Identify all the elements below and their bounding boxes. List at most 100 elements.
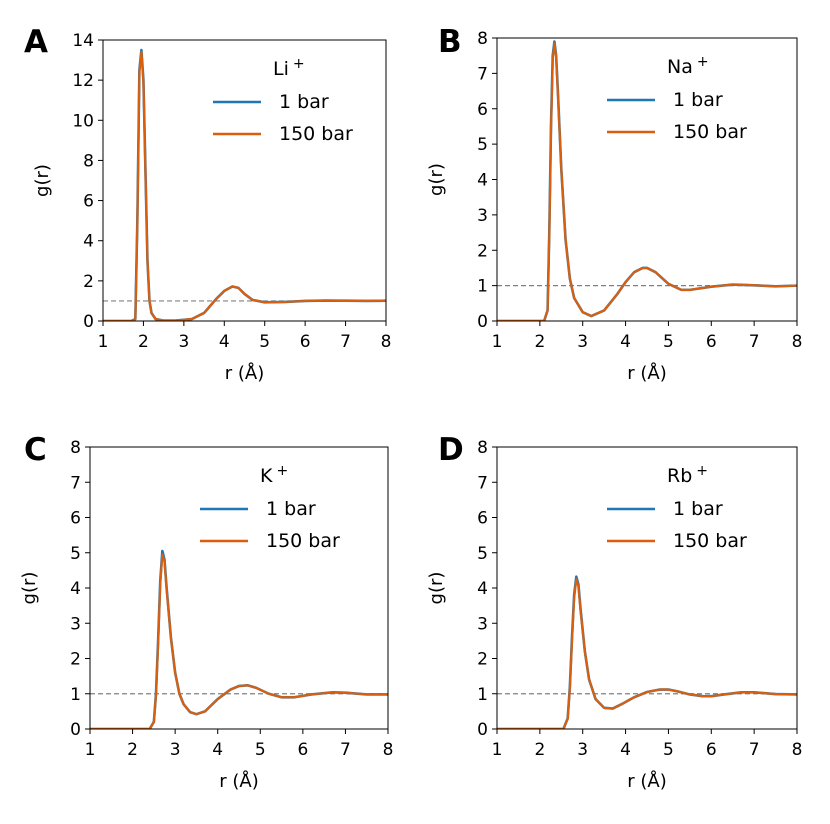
x-tick-label: 8 [792,332,803,352]
y-tick-label: 3 [477,206,488,226]
legend-label: 150 bar [266,530,340,552]
x-tick-label: 7 [749,740,760,760]
y-tick-label: 14 [72,31,94,51]
x-tick-label: 1 [85,740,96,760]
axes-frame [102,39,387,322]
y-axis-title: g(r) [32,164,53,197]
x-tick-label: 1 [492,332,503,352]
x-tick-label: 1 [492,740,503,760]
y-axis-title: g(r) [19,572,40,605]
axes-frame [496,37,798,322]
x-tick-label: 7 [749,332,760,352]
axes-frame [496,446,798,730]
x-tick-label: 3 [170,740,181,760]
y-tick-label: 2 [477,241,488,261]
legend-title: K + [260,463,288,487]
x-tick-label: 2 [534,332,545,352]
y-tick-label: 4 [83,232,94,252]
y-tick-label: 1 [477,277,488,297]
y-tick-label: 4 [70,579,81,599]
x-tick-label: 5 [663,740,674,760]
y-axis-title: g(r) [426,572,447,605]
y-tick-label: 7 [477,64,488,84]
x-tick-label: 3 [178,332,189,352]
y-tick-label: 8 [477,29,488,49]
y-tick-label: 1 [477,685,488,705]
series-line-1bar [90,549,388,729]
x-tick-label: 4 [212,740,223,760]
legend-title: Rb + [667,463,708,487]
x-tick-label: 5 [259,332,270,352]
x-axis-title: r (Å) [627,770,666,792]
ion-charge: + [697,54,709,70]
legend-label: 1 bar [673,89,723,111]
legend-label: 150 bar [673,121,747,143]
y-tick-label: 6 [477,509,488,529]
y-tick-label: 12 [72,71,94,91]
y-tick-label: 0 [83,312,94,332]
series-line-1bar [497,40,797,321]
ion-charge: + [276,463,288,479]
x-tick-label: 1 [98,332,109,352]
y-tick-label: 5 [477,135,488,155]
x-axis-title: r (Å) [219,770,258,792]
x-tick-label: 7 [340,332,351,352]
y-tick-label: 1 [70,685,81,705]
panel-letter: B [438,24,462,60]
series-line-150bar [497,578,797,729]
y-tick-label: 2 [83,272,94,292]
y-tick-label: 8 [477,438,488,458]
x-tick-label: 8 [792,740,803,760]
x-tick-label: 8 [383,740,394,760]
series-line-150bar [90,553,388,729]
y-tick-label: 6 [70,509,81,529]
series-line-150bar [497,42,797,321]
panel-letter: D [438,432,464,468]
ion-label: Li [273,58,289,80]
x-tick-label: 4 [620,332,631,352]
legend-label: 1 bar [673,498,723,520]
x-tick-label: 5 [663,332,674,352]
legend-title: Li + [273,56,305,80]
x-tick-label: 3 [577,740,588,760]
y-tick-label: 7 [70,473,81,493]
panel-letter: C [24,432,47,468]
legend-label: 1 bar [279,91,329,113]
x-tick-label: 3 [577,332,588,352]
x-tick-label: 2 [534,740,545,760]
y-tick-label: 5 [70,544,81,564]
y-tick-label: 8 [70,438,81,458]
legend: Rb + 1 bar 150 bar [607,463,747,552]
legend: Li + 1 bar 150 bar [213,56,353,145]
y-tick-label: 2 [477,650,488,670]
y-tick-label: 7 [477,473,488,493]
y-tick-label: 8 [83,151,94,171]
ion-label: Rb [667,465,692,487]
x-tick-label: 4 [620,740,631,760]
series-line-150bar [103,50,386,321]
series-line-1bar [497,575,797,729]
x-tick-label: 2 [127,740,138,760]
y-tick-label: 3 [70,614,81,634]
x-tick-label: 2 [138,332,149,352]
y-tick-label: 6 [83,192,94,212]
x-tick-label: 4 [219,332,230,352]
x-tick-label: 6 [300,332,311,352]
y-tick-label: 0 [70,720,81,740]
x-axis-title: r (Å) [627,362,666,384]
x-tick-label: 6 [706,332,717,352]
legend-label: 1 bar [266,498,316,520]
y-tick-label: 5 [477,544,488,564]
ion-label: K [260,465,273,487]
legend-label: 150 bar [673,530,747,552]
panel-letter: A [24,24,48,60]
x-tick-label: 7 [340,740,351,760]
legend-label: 150 bar [279,123,353,145]
